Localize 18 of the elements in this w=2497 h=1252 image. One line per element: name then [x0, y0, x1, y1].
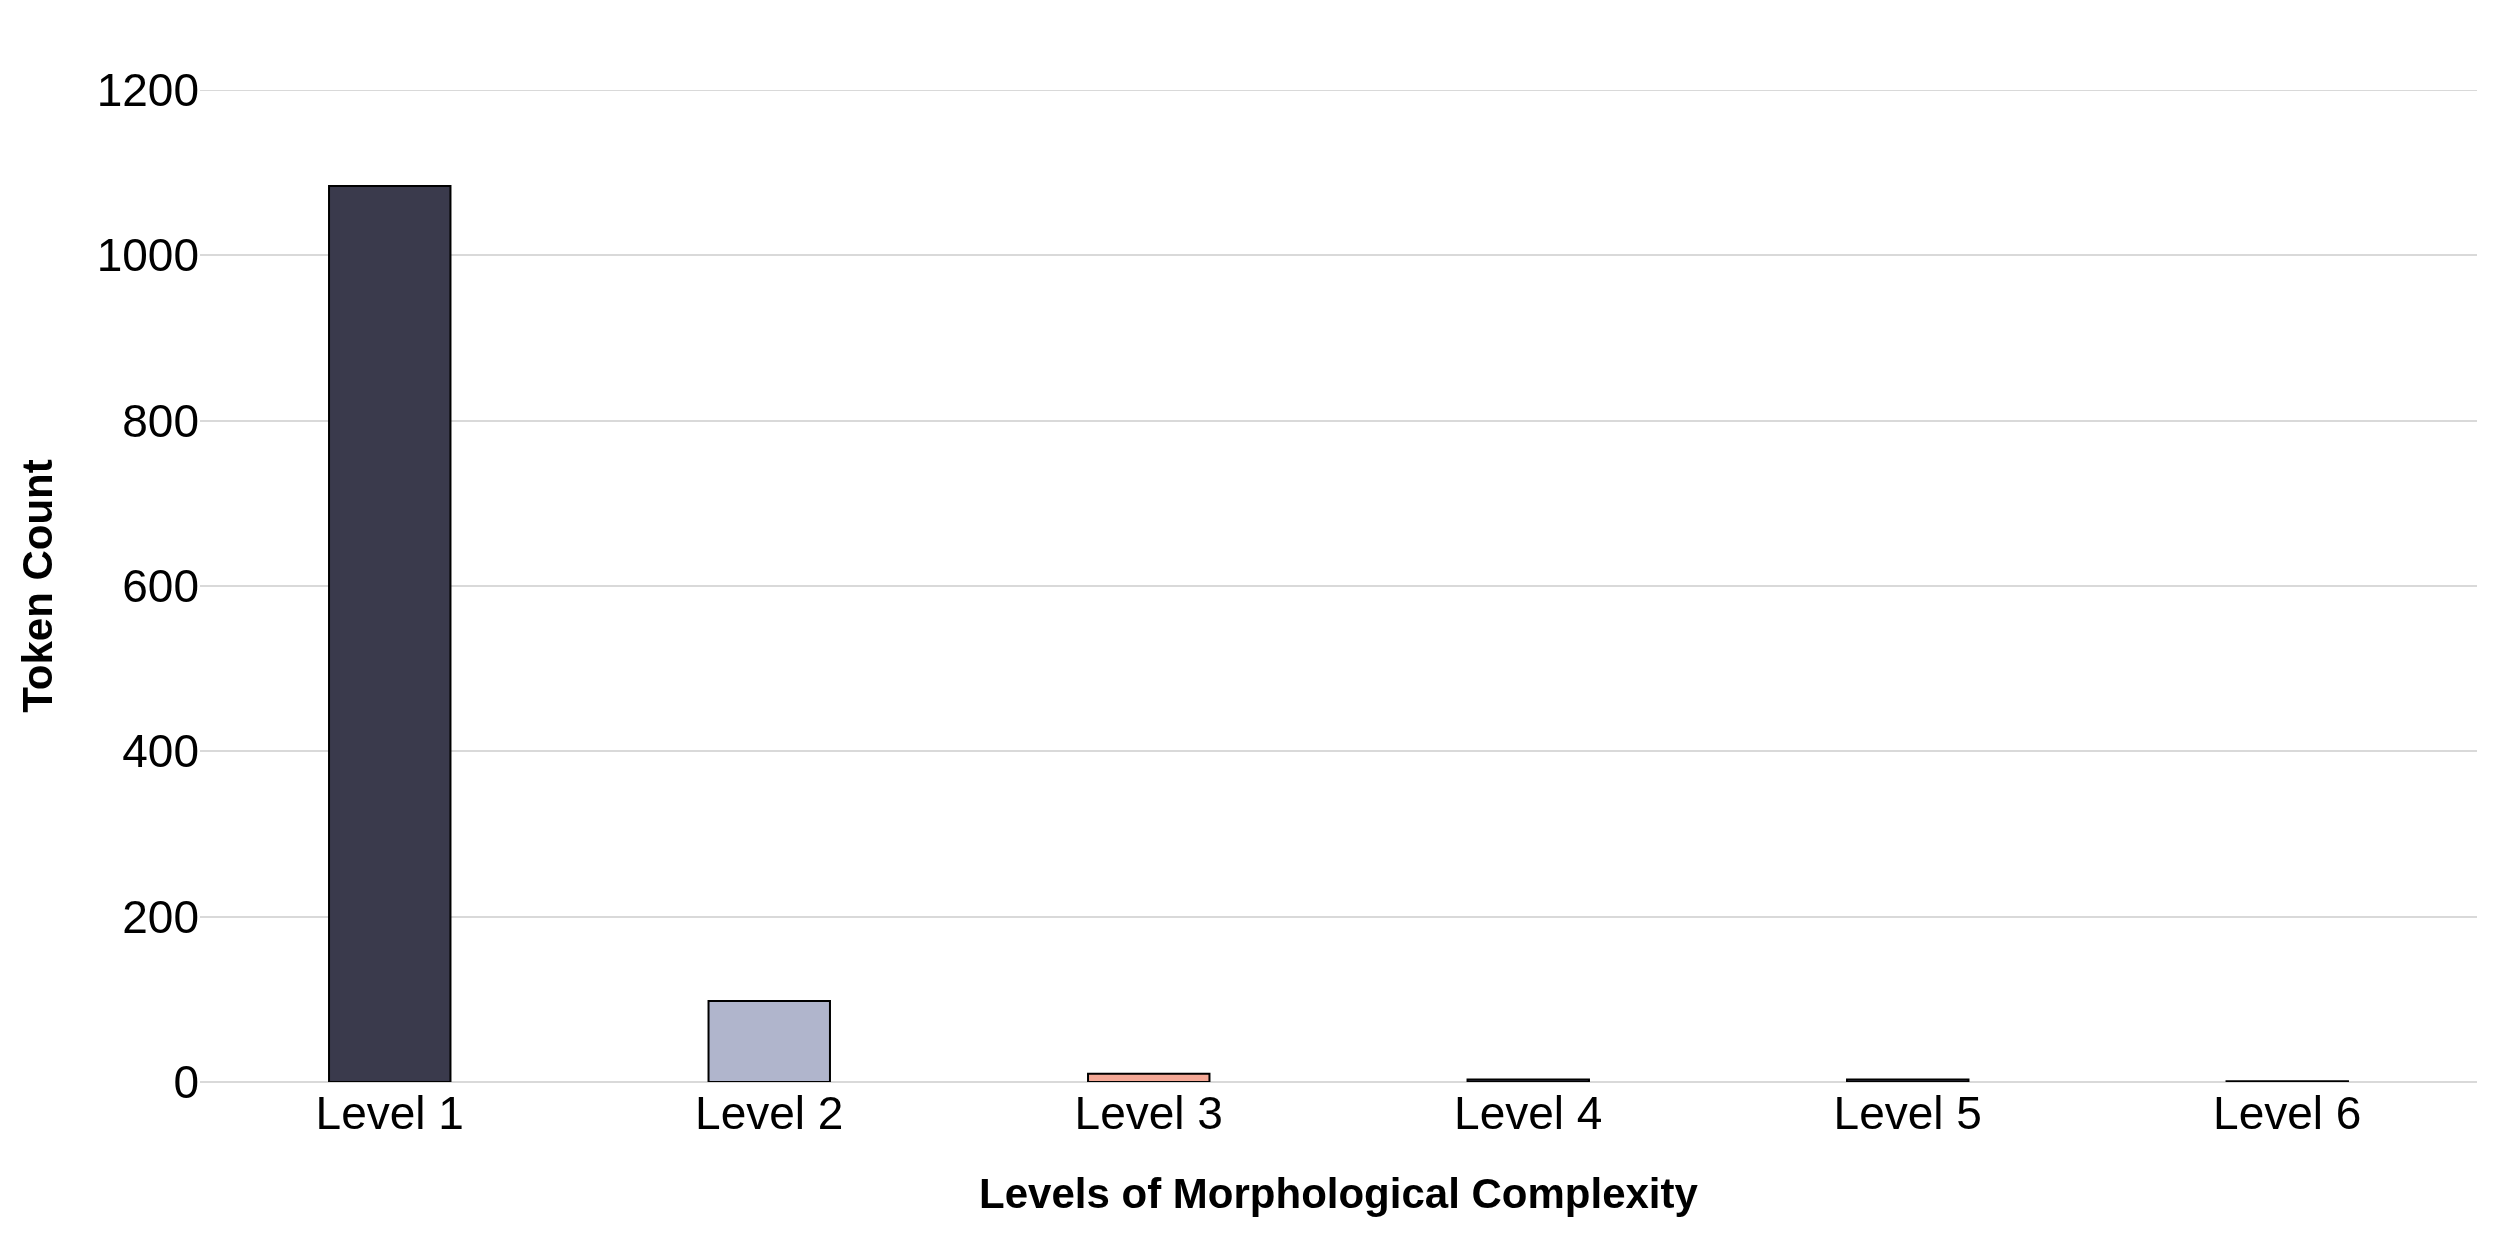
y-tick-label: 600 [122, 560, 199, 613]
y-tick-label: 1200 [96, 64, 199, 117]
y-tick-label: 400 [122, 725, 199, 778]
y-tick-label: 800 [122, 394, 199, 447]
x-tick-label: Level 6 [2213, 1087, 2362, 1139]
x-tick-label: Level 3 [1074, 1087, 1223, 1139]
y-tick-label: 1000 [96, 229, 199, 282]
x-tick-label: Level 2 [695, 1087, 844, 1139]
y-tick-label: 0 [173, 1056, 199, 1109]
y-axis-title: Token Count [14, 459, 62, 713]
x-tick-label: Level 5 [1833, 1087, 1982, 1139]
bar [1087, 1072, 1211, 1082]
bar [707, 999, 831, 1082]
x-tick-label: Level 4 [1454, 1087, 1603, 1139]
bar [328, 184, 452, 1082]
y-tick-label: 200 [122, 890, 199, 943]
x-tick-label: Level 1 [315, 1087, 464, 1139]
x-axis-title: Levels of Morphological Complexity [979, 1169, 1699, 1217]
